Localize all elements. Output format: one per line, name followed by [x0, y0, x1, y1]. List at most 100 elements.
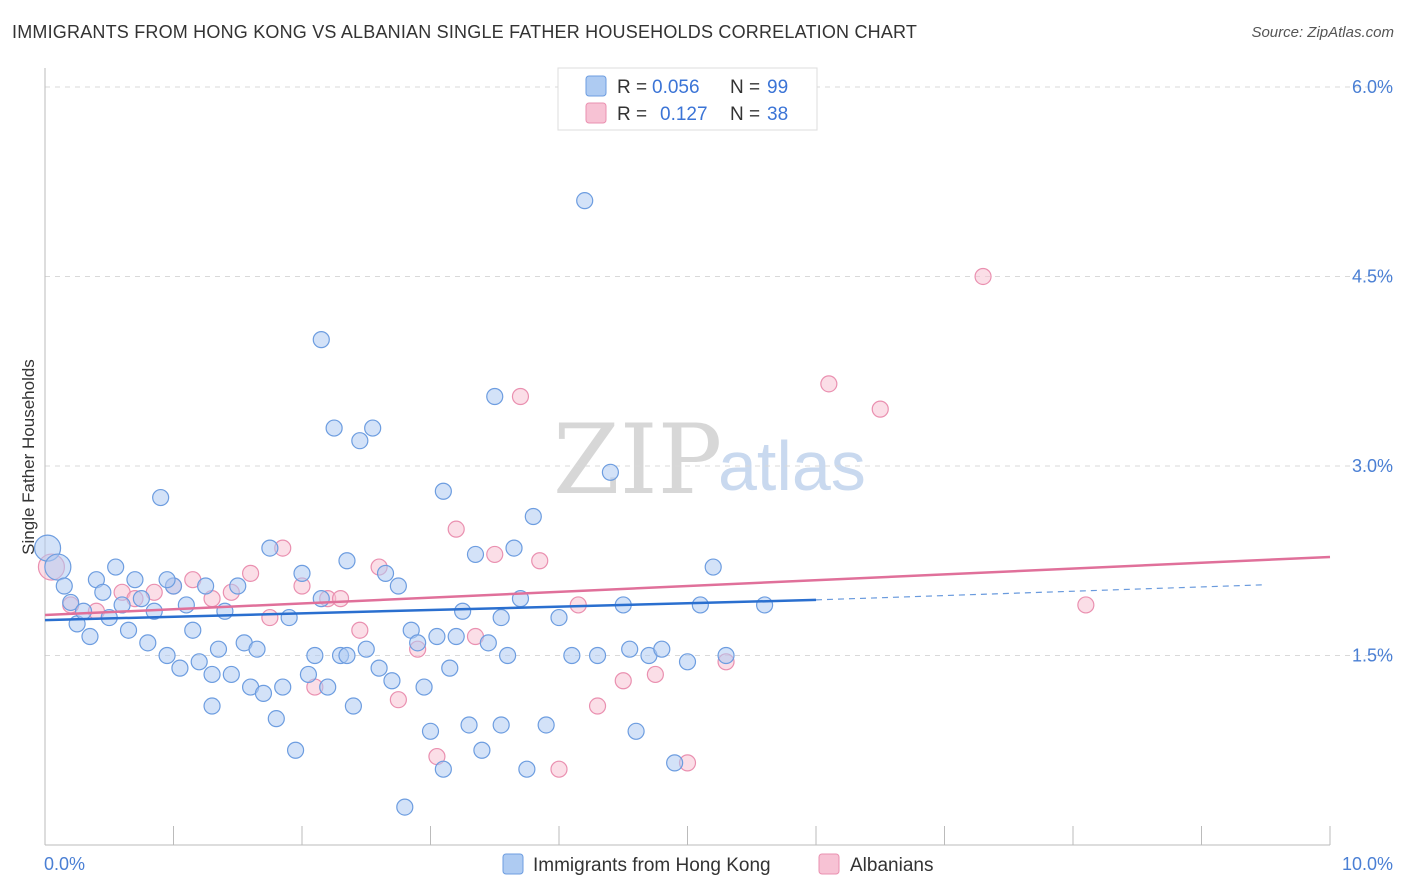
data-point — [820, 375, 838, 393]
data-point — [132, 590, 150, 608]
data-point — [177, 596, 195, 614]
data-point — [409, 634, 427, 652]
legend-n-label-1: N = — [730, 77, 760, 98]
data-point — [254, 684, 273, 702]
data-point — [351, 621, 369, 639]
data-point — [331, 590, 350, 608]
y-tick-label: 6.0% — [1352, 77, 1393, 97]
data-point — [601, 463, 620, 481]
trend-line-albanians — [44, 555, 1331, 617]
data-point — [126, 571, 144, 589]
legend-n-value-2: 38 — [767, 104, 788, 125]
legend-n-value-1: 99 — [767, 77, 788, 98]
data-point — [184, 621, 202, 639]
data-point — [139, 634, 157, 652]
data-point — [466, 545, 485, 564]
data-point — [531, 552, 549, 570]
data-point — [974, 267, 992, 286]
legend-r-label-2: R = — [617, 104, 647, 125]
data-point — [428, 627, 446, 646]
data-point — [203, 665, 221, 684]
bottom-legend-label-hong-kong: Immigrants from Hong Kong — [533, 855, 771, 876]
x-tick-label-min: 0.0% — [44, 854, 85, 874]
data-point — [492, 608, 510, 627]
trend-lines — [44, 555, 1331, 622]
data-point — [203, 697, 221, 715]
data-point — [550, 760, 568, 778]
bottom-legend-label-albanians: Albanians — [850, 855, 933, 876]
data-point — [447, 627, 465, 646]
data-point — [242, 564, 260, 582]
bottom-legend-swatch-pink — [818, 853, 840, 875]
data-point — [261, 608, 279, 627]
data-point — [421, 722, 440, 740]
legend-r-label-1: R = — [617, 77, 647, 98]
data-point — [499, 646, 517, 665]
data-point — [1077, 596, 1095, 614]
data-point — [74, 602, 93, 620]
data-point — [370, 659, 388, 677]
chart-title: IMMIGRANTS FROM HONG KONG VS ALBANIAN SI… — [12, 22, 918, 42]
data-point — [190, 653, 208, 671]
trend-line-hong-kong-extension — [815, 584, 1266, 601]
data-point — [286, 741, 305, 759]
data-point — [312, 590, 330, 608]
series-hong-kong-points — [33, 192, 774, 816]
data-point — [338, 646, 356, 665]
data-point — [627, 722, 645, 740]
legend-r-value-1: 0.056 — [652, 77, 700, 98]
data-point — [229, 577, 247, 595]
data-point — [338, 552, 356, 570]
data-point — [274, 678, 292, 696]
data-point — [299, 665, 318, 684]
data-point — [319, 678, 337, 696]
data-point — [312, 331, 330, 349]
data-point — [197, 577, 215, 595]
y-tick-label: 1.5% — [1352, 645, 1393, 665]
data-point — [550, 608, 568, 627]
data-point — [293, 564, 311, 582]
data-point — [81, 627, 99, 646]
data-point — [171, 659, 189, 677]
data-point — [588, 697, 607, 715]
data-point — [415, 678, 433, 696]
data-point — [473, 741, 491, 759]
data-point — [454, 602, 472, 620]
data-point — [704, 558, 722, 576]
data-point — [280, 608, 298, 627]
data-point — [537, 716, 555, 734]
data-point — [678, 653, 697, 671]
data-point — [325, 419, 343, 437]
data-point — [486, 387, 504, 406]
legend-swatch-blue — [585, 75, 607, 97]
data-point — [479, 634, 497, 652]
data-point — [113, 596, 131, 614]
data-point — [306, 646, 324, 665]
data-point — [357, 640, 375, 658]
data-point — [376, 564, 395, 582]
watermark-zip: ZIP — [553, 404, 722, 516]
watermark-atlas: atlas — [718, 427, 866, 505]
data-point — [505, 539, 523, 557]
correlation-legend: R = 0.056 N = 99 R = 0.127 N = 38 — [557, 67, 818, 131]
data-point — [576, 192, 594, 210]
data-point — [492, 716, 510, 734]
data-point — [351, 432, 369, 450]
data-point — [119, 621, 138, 639]
x-tick-label-max: 10.0% — [1342, 854, 1393, 874]
y-tick-label: 3.0% — [1352, 456, 1393, 476]
data-point — [691, 596, 709, 614]
data-point — [871, 400, 889, 418]
data-point — [222, 665, 240, 684]
data-point — [158, 646, 176, 665]
data-point — [717, 646, 735, 665]
y-axis-label: Single Father Households — [19, 359, 38, 555]
data-point — [107, 558, 125, 576]
data-point — [389, 577, 407, 595]
y-tick-label: 4.5% — [1352, 266, 1393, 286]
data-point — [261, 539, 279, 557]
data-point — [62, 593, 80, 612]
data-point — [396, 798, 414, 816]
data-point — [646, 665, 664, 684]
